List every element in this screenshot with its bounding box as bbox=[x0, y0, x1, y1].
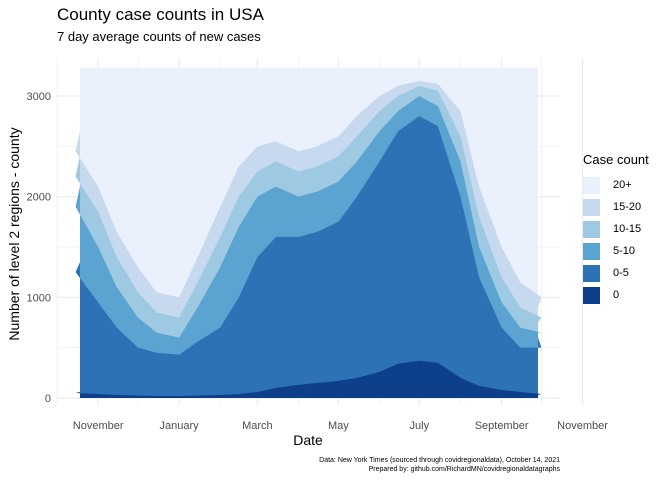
legend-label: 15-20 bbox=[613, 201, 642, 213]
x-tick-label: January bbox=[160, 420, 200, 432]
x-axis-label: Date bbox=[293, 432, 323, 448]
legend-swatch bbox=[583, 264, 600, 282]
stacked-areas bbox=[75, 67, 542, 399]
x-tick-label: November bbox=[557, 420, 608, 432]
legend-swatch bbox=[583, 286, 600, 304]
legend-item: 15-20 bbox=[583, 196, 649, 218]
legend-label: 5-10 bbox=[613, 245, 636, 257]
y-tick-label: 0 bbox=[45, 393, 51, 405]
chart-subtitle: 7 day average counts of new cases bbox=[57, 29, 261, 44]
legend-title: Case count bbox=[583, 152, 649, 167]
legend-label: 0-5 bbox=[613, 267, 629, 279]
legend-item: 0-5 bbox=[583, 262, 649, 284]
x-tick-label: July bbox=[410, 420, 430, 432]
caption-source: Data: New York Times (sourced through co… bbox=[319, 457, 560, 464]
caption-prepared-by: Prepared by: github.com/RichardMN/covidr… bbox=[368, 466, 560, 473]
caption: Data: New York Times (sourced through co… bbox=[319, 456, 560, 474]
legend-swatch bbox=[583, 242, 600, 260]
x-axis-ticks: November January March May July September Nove… bbox=[73, 420, 608, 432]
area-0-5 bbox=[75, 116, 542, 398]
x-tick-label: March bbox=[242, 420, 273, 432]
x-tick-label: September bbox=[475, 420, 529, 432]
legend-swatch bbox=[583, 176, 600, 194]
x-tick-label: May bbox=[328, 420, 349, 432]
legend-item: 10-15 bbox=[583, 218, 649, 240]
area-0 bbox=[75, 360, 542, 398]
legend-label: 0 bbox=[613, 289, 620, 301]
y-tick-label: 3000 bbox=[27, 91, 51, 103]
legend-swatch bbox=[583, 220, 600, 238]
legend-item: 5-10 bbox=[583, 240, 649, 262]
chart-title: County case counts in USA bbox=[57, 5, 264, 24]
y-axis-label: Number of level 2 regions - county bbox=[6, 127, 22, 341]
y-tick-label: 2000 bbox=[27, 192, 51, 204]
legend: Case count 20+ 15-20 10-15 5-10 0-5 0 bbox=[583, 152, 649, 306]
legend-item: 20+ bbox=[583, 174, 649, 196]
legend-swatch bbox=[583, 198, 600, 216]
legend-item: 0 bbox=[583, 284, 649, 306]
y-axis-ticks: 0 1000 2000 3000 bbox=[27, 91, 51, 405]
x-tick-label: November bbox=[73, 420, 124, 432]
y-tick-label: 1000 bbox=[27, 292, 51, 304]
legend-label: 10-15 bbox=[613, 223, 642, 235]
legend-label: 20+ bbox=[613, 179, 632, 191]
